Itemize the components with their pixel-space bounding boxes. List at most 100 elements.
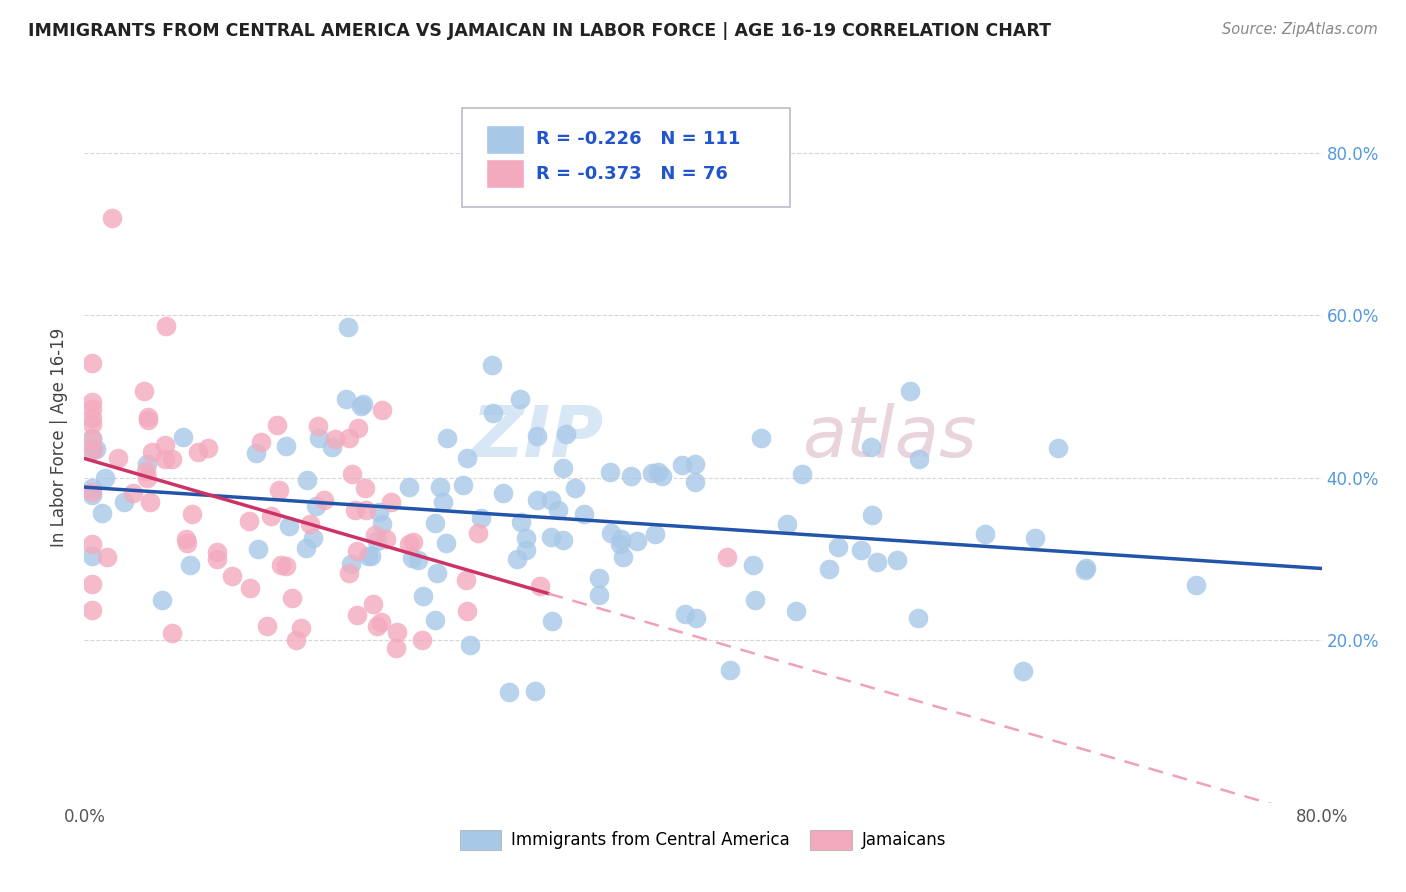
Point: [515, 531, 537, 545]
Legend: Immigrants from Central America, Jamaicans: Immigrants from Central America, Jamaica…: [453, 823, 953, 856]
Point: [357, 549, 380, 563]
FancyBboxPatch shape: [486, 159, 523, 188]
Point: [350, 399, 373, 413]
Point: [364, 528, 387, 542]
Point: [380, 494, 402, 508]
Point: [256, 619, 278, 633]
Point: [82, 603, 104, 617]
Point: [718, 663, 741, 677]
Point: [547, 502, 569, 516]
Point: [299, 517, 322, 532]
Point: [526, 428, 548, 442]
Point: [274, 439, 297, 453]
Point: [551, 533, 574, 548]
Point: [860, 508, 883, 522]
Point: [423, 613, 446, 627]
Point: [1074, 562, 1097, 576]
Point: [160, 626, 183, 640]
Point: [1012, 664, 1035, 678]
Point: [599, 526, 621, 541]
Point: [135, 471, 157, 485]
Point: [101, 211, 124, 225]
Y-axis label: In Labor Force | Age 16-19: In Labor Force | Age 16-19: [51, 327, 69, 547]
Point: [266, 417, 288, 432]
Point: [82, 536, 104, 550]
Point: [207, 551, 229, 566]
Point: [456, 450, 478, 465]
Point: [155, 318, 177, 333]
Point: [509, 515, 531, 529]
Point: [851, 543, 873, 558]
Point: [267, 483, 290, 497]
Point: [588, 571, 610, 585]
Point: [644, 526, 666, 541]
Point: [136, 410, 159, 425]
Point: [82, 577, 104, 591]
Point: [274, 559, 297, 574]
Point: [181, 507, 204, 521]
Point: [482, 406, 505, 420]
Point: [343, 503, 366, 517]
Point: [792, 467, 814, 481]
Point: [641, 466, 664, 480]
Point: [423, 516, 446, 530]
Point: [340, 467, 363, 481]
Point: [135, 464, 157, 478]
Point: [247, 541, 270, 556]
Point: [176, 536, 198, 550]
Point: [238, 514, 260, 528]
Point: [385, 641, 408, 656]
Point: [401, 535, 423, 549]
Point: [82, 411, 104, 425]
Point: [817, 562, 839, 576]
Point: [162, 451, 184, 466]
Point: [515, 543, 537, 558]
Point: [305, 499, 328, 513]
Point: [1024, 531, 1046, 545]
Point: [321, 441, 343, 455]
Point: [221, 569, 243, 583]
Point: [150, 592, 173, 607]
Point: [82, 481, 104, 495]
Point: [1185, 578, 1208, 592]
FancyBboxPatch shape: [461, 108, 790, 207]
Point: [360, 549, 382, 563]
Point: [353, 481, 375, 495]
Point: [451, 478, 474, 492]
Point: [426, 566, 449, 581]
Point: [153, 437, 176, 451]
Point: [136, 413, 159, 427]
Point: [540, 530, 562, 544]
Point: [401, 551, 423, 566]
Point: [456, 573, 478, 587]
Point: [741, 558, 763, 572]
Point: [82, 395, 104, 409]
Point: [398, 480, 420, 494]
Text: R = -0.373   N = 76: R = -0.373 N = 76: [536, 165, 728, 183]
Point: [172, 430, 194, 444]
Point: [498, 685, 520, 699]
Text: IMMIGRANTS FROM CENTRAL AMERICA VS JAMAICAN IN LABOR FORCE | AGE 16-19 CORRELATI: IMMIGRANTS FROM CENTRAL AMERICA VS JAMAI…: [28, 22, 1052, 40]
Point: [270, 558, 292, 573]
Point: [370, 615, 392, 630]
Point: [456, 603, 478, 617]
Point: [506, 551, 529, 566]
Point: [337, 320, 360, 334]
Point: [197, 441, 219, 455]
Point: [467, 526, 489, 541]
Point: [436, 431, 458, 445]
Point: [865, 555, 887, 569]
Point: [122, 485, 145, 500]
Point: [295, 473, 318, 487]
Point: [82, 442, 104, 457]
Point: [340, 557, 363, 571]
Point: [458, 638, 481, 652]
Point: [886, 553, 908, 567]
Point: [406, 553, 429, 567]
Point: [245, 446, 267, 460]
Point: [744, 593, 766, 607]
Point: [187, 445, 209, 459]
Point: [620, 468, 643, 483]
Point: [179, 558, 201, 572]
Point: [308, 431, 330, 445]
